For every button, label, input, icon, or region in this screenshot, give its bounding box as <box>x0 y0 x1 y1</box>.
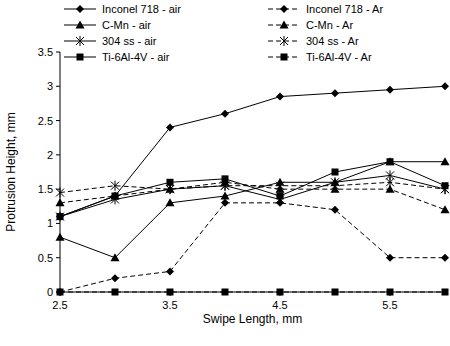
marker <box>441 157 450 165</box>
marker <box>56 288 64 296</box>
legend-marker <box>280 36 288 46</box>
series-line <box>60 162 445 217</box>
series <box>57 289 449 296</box>
y-tick-label: 2 <box>47 149 53 161</box>
y-tick <box>56 154 60 155</box>
legend-marker <box>280 5 288 13</box>
marker <box>442 182 449 189</box>
marker <box>441 82 449 90</box>
y-tick-label: 0.5 <box>38 252 53 264</box>
marker <box>111 181 119 191</box>
marker <box>386 157 395 165</box>
marker <box>112 193 119 200</box>
legend-label: Inconel 718 - Ar <box>306 3 383 15</box>
series <box>57 158 449 220</box>
y-tick <box>56 223 60 224</box>
legend-label: C-Mn - air <box>102 19 151 31</box>
marker <box>56 198 65 206</box>
legend-marker <box>76 21 85 29</box>
y-tick-label: 1.5 <box>38 183 53 195</box>
plot-area <box>56 82 450 296</box>
marker <box>57 289 64 296</box>
y-tick-label: 0 <box>47 286 53 298</box>
marker <box>221 192 230 200</box>
marker <box>111 253 120 261</box>
marker <box>166 123 174 131</box>
marker <box>276 181 284 191</box>
marker <box>276 93 284 101</box>
x-tick-label: 5.5 <box>382 299 397 311</box>
marker <box>277 193 284 200</box>
marker <box>277 289 284 296</box>
chart: 0 0.5 1 1.5 2 2.5 3 3.5 2.5 3.5 4.5 5.5 Swipe Length… <box>0 0 450 346</box>
x-tick-label: 2.5 <box>52 299 67 311</box>
marker <box>332 289 339 296</box>
series-line <box>60 86 445 216</box>
marker <box>56 188 64 198</box>
x-tick-label: 4.5 <box>272 299 287 311</box>
y-tick-label: 3 <box>47 80 53 92</box>
y-tick <box>56 86 60 87</box>
marker <box>167 289 174 296</box>
legend-marker <box>76 5 84 13</box>
marker <box>441 254 449 262</box>
marker <box>332 169 339 176</box>
marker <box>221 110 229 118</box>
legend-marker <box>77 54 84 61</box>
y-tick <box>56 120 60 121</box>
legend-marker <box>280 21 289 29</box>
series-line <box>60 175 445 216</box>
marker <box>441 205 450 213</box>
series-line <box>60 182 445 209</box>
marker <box>111 192 120 200</box>
marker <box>56 213 64 221</box>
series <box>56 157 450 261</box>
series <box>56 82 449 220</box>
series <box>56 170 449 221</box>
y-tick <box>56 257 60 258</box>
marker <box>111 274 119 282</box>
y-axis-title: Protrusion Height, mm <box>4 112 18 231</box>
legend-label: C-Mn - Ar <box>306 19 353 31</box>
marker <box>331 89 339 97</box>
legend-label: 304 ss - air <box>102 35 157 47</box>
marker <box>386 254 394 262</box>
marker <box>112 289 119 296</box>
legend: Inconel 718 - air Inconel 718 - Ar C-Mn - … <box>64 3 383 63</box>
series <box>56 178 450 213</box>
marker <box>221 199 229 207</box>
marker <box>57 213 64 220</box>
y-axis <box>60 52 61 292</box>
marker <box>442 289 449 296</box>
marker <box>167 179 174 186</box>
y-tick <box>56 52 60 53</box>
series-line <box>60 203 445 292</box>
marker <box>222 289 229 296</box>
marker <box>386 177 394 187</box>
marker <box>166 198 175 206</box>
marker <box>166 267 174 275</box>
marker <box>331 181 339 191</box>
marker <box>331 206 339 214</box>
legend-label: Ti-6Al-4V - Ar <box>306 51 372 63</box>
marker <box>222 175 229 182</box>
legend-marker <box>281 54 288 61</box>
marker <box>56 233 65 241</box>
marker <box>386 86 394 94</box>
legend-label: Inconel 718 - air <box>102 3 181 15</box>
y-tick-label: 1 <box>47 217 53 229</box>
legend-marker <box>76 36 84 46</box>
marker <box>111 192 119 200</box>
marker <box>387 289 394 296</box>
x-axis-title: Swipe Length, mm <box>203 312 302 326</box>
legend-label: Ti-6Al-4V - air <box>102 51 170 63</box>
x-tick-label: 3.5 <box>162 299 177 311</box>
marker <box>387 158 394 165</box>
series-line <box>60 162 445 258</box>
legend-label: 304 ss - Ar <box>306 35 359 47</box>
marker <box>56 212 64 222</box>
y-tick-label: 3.5 <box>38 46 53 58</box>
y-tick-label: 2.5 <box>38 115 53 127</box>
series <box>56 199 449 296</box>
